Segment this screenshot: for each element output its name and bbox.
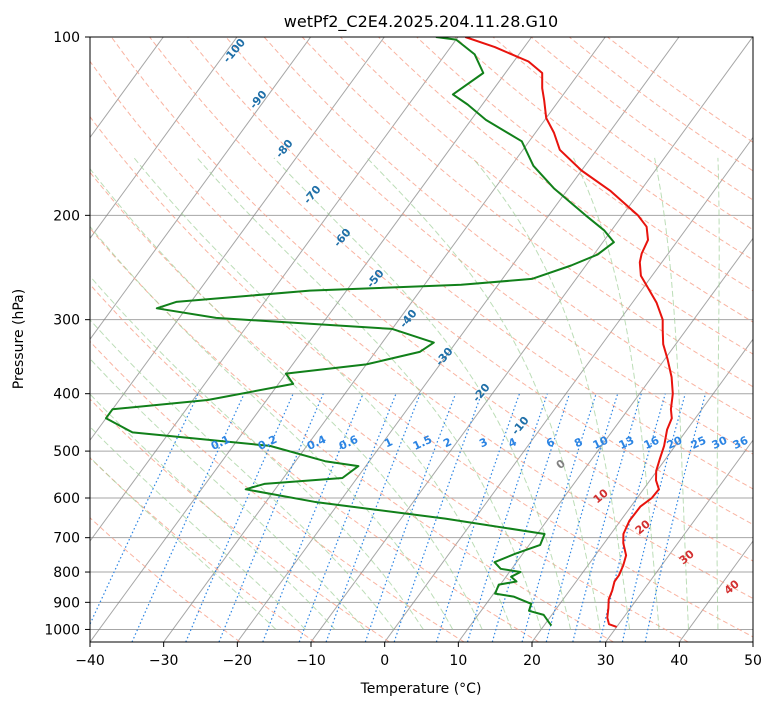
mixing-ratio-label: 30 <box>710 434 730 452</box>
y-tick-label: 500 <box>53 444 80 460</box>
moist-adiabat-line <box>654 157 689 630</box>
moist-adiabat-line <box>366 157 601 630</box>
y-tick-label: 400 <box>53 387 80 403</box>
mixing-ratio-line <box>545 393 619 642</box>
mixing-ratio-lines <box>90 393 707 642</box>
isotherm-line <box>236 37 680 642</box>
x-tick-label: 50 <box>744 653 762 669</box>
temperature-line <box>464 37 674 628</box>
x-tick-label: 0 <box>380 653 389 669</box>
moist-adiabat-line <box>90 456 277 630</box>
moist-adiabat-line <box>90 225 454 630</box>
mixing-ratio-line <box>572 393 642 642</box>
y-tick-label: 800 <box>53 565 80 581</box>
moist-adiabat-line <box>90 358 365 630</box>
mixing-ratio-line <box>90 393 199 626</box>
mixing-ratio-line <box>599 393 666 642</box>
dry-adiabat-line <box>110 37 753 562</box>
mixing-ratio-label: 20 <box>665 434 685 452</box>
dry-adiabat-line <box>187 37 753 490</box>
y-tick-label: 600 <box>53 491 80 507</box>
mixing-ratio-line <box>262 393 364 642</box>
moist-adiabat-line <box>196 157 542 630</box>
moist-adiabat-line <box>90 426 306 630</box>
mixing-ratio-line <box>621 393 686 642</box>
sounding-series <box>105 37 674 628</box>
moist-adiabats <box>90 157 720 630</box>
x-tick-label: 20 <box>523 653 541 669</box>
isotherm-line <box>90 37 312 341</box>
mixing-ratio-label: 25 <box>689 434 708 452</box>
isotherm-line <box>163 37 606 642</box>
dry-adiabat-line <box>90 283 540 642</box>
isotherm-line <box>90 37 385 442</box>
dewpoint-line <box>105 37 615 627</box>
y-tick-label: 1000 <box>44 622 80 638</box>
x-tick-label: −10 <box>296 653 326 669</box>
isotherm-line <box>90 37 533 642</box>
isotherm-line <box>310 37 753 642</box>
y-axis-title: Pressure (hPa) <box>11 289 27 389</box>
moist-adiabat-line <box>90 319 395 630</box>
x-tick-label: 10 <box>449 653 467 669</box>
isotherm-line <box>605 439 753 642</box>
dry-adiabat-line <box>225 37 753 455</box>
mixing-ratio-line <box>491 393 571 642</box>
mixing-ratio-line <box>298 393 397 642</box>
moist-adiabat-line <box>90 167 483 630</box>
moist-adiabat-line <box>472 157 631 630</box>
x-tick-label: −30 <box>149 653 179 669</box>
plot-frame <box>89 36 754 643</box>
moist-adiabat-line <box>90 275 424 630</box>
y-tick-label: 900 <box>53 595 80 611</box>
x-tick-label: 40 <box>670 653 688 669</box>
dry-adiabat-line <box>90 115 753 638</box>
dry-adiabat-line <box>340 37 753 355</box>
dry-adiabat-line <box>90 171 689 642</box>
mixing-ratio-label: 13 <box>617 434 636 452</box>
chart-title: wetPf2_C2E4.2025.204.11.28.G10 <box>284 12 558 32</box>
y-tick-label: 100 <box>53 30 80 46</box>
dry-adiabat-line <box>90 60 753 600</box>
y-tick-label: 200 <box>53 208 80 224</box>
mixing-ratio-line <box>364 393 457 642</box>
y-tick-label: 300 <box>53 313 80 329</box>
mixing-ratio-line <box>393 393 483 642</box>
dry-adiabat-line <box>301 37 753 388</box>
mixing-ratio-label: 36 <box>731 434 751 452</box>
dry-adiabat-line <box>149 37 753 526</box>
x-tick-label: −20 <box>223 653 253 669</box>
y-tick-label: 700 <box>53 531 80 547</box>
mixing-ratio-label: 16 <box>642 434 662 452</box>
mixing-ratio-line <box>466 393 548 642</box>
isotherm-line <box>90 37 238 240</box>
moist-adiabat-line <box>716 157 720 630</box>
isotherm-line <box>90 37 459 542</box>
isotherm-line <box>457 237 753 642</box>
x-axis-title: Temperature (°C) <box>360 681 482 697</box>
mixing-ratio-line <box>644 393 707 642</box>
moist-adiabat-line <box>90 393 336 630</box>
mixing-ratio-line <box>521 393 597 642</box>
x-tick-label: 30 <box>597 653 615 669</box>
background-grid <box>90 37 753 642</box>
dry-adiabat-line <box>90 398 390 642</box>
dry-adiabat-line <box>90 227 614 642</box>
mixing-ratio-line <box>435 393 521 642</box>
moist-adiabat-line <box>273 157 572 630</box>
dry-adiabat-line <box>90 517 241 642</box>
axes: −40 −30 −20 −10 0 10 20 30 40 50 100 200 300 400 500 60… <box>44 30 762 669</box>
x-tick-label: −40 <box>75 653 105 669</box>
dry-adiabat-line <box>90 340 465 642</box>
mixing-ratio-line <box>131 393 245 642</box>
mixing-ratio-label: 10 <box>591 434 611 452</box>
